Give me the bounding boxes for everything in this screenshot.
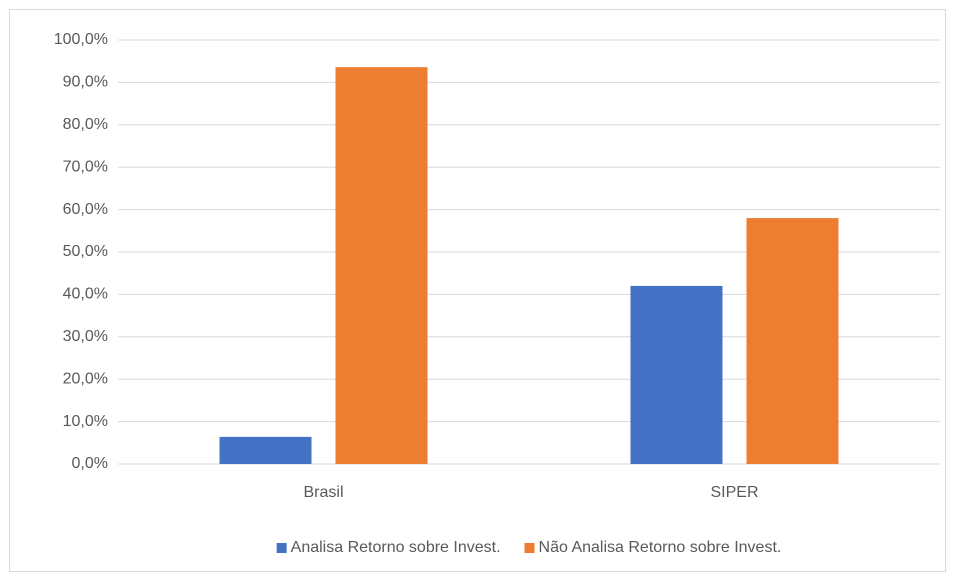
legend-swatch bbox=[524, 543, 535, 553]
y-tick-label: 90,0% bbox=[63, 74, 108, 91]
bar bbox=[219, 436, 312, 464]
bar bbox=[630, 285, 723, 464]
bar bbox=[335, 67, 428, 465]
y-tick-label: 60,0% bbox=[63, 201, 108, 218]
legend-swatch bbox=[276, 543, 287, 553]
y-tick-label: 40,0% bbox=[63, 286, 108, 303]
legend-label: Não Analisa Retorno sobre Invest. bbox=[539, 539, 782, 556]
y-tick-label: 20,0% bbox=[63, 370, 108, 387]
y-tick-label: 30,0% bbox=[63, 328, 108, 345]
y-tick-label: 80,0% bbox=[63, 116, 108, 133]
y-tick-label: 100,0% bbox=[54, 31, 108, 48]
x-tick-label: Brasil bbox=[303, 484, 343, 501]
y-tick-label: 0,0% bbox=[72, 455, 108, 472]
bar bbox=[746, 218, 839, 464]
x-tick-label: SIPER bbox=[710, 484, 758, 501]
y-tick-label: 50,0% bbox=[63, 243, 108, 260]
y-tick-label: 70,0% bbox=[63, 158, 108, 175]
y-tick-label: 10,0% bbox=[63, 413, 108, 430]
legend-label: Analisa Retorno sobre Invest. bbox=[291, 539, 501, 556]
